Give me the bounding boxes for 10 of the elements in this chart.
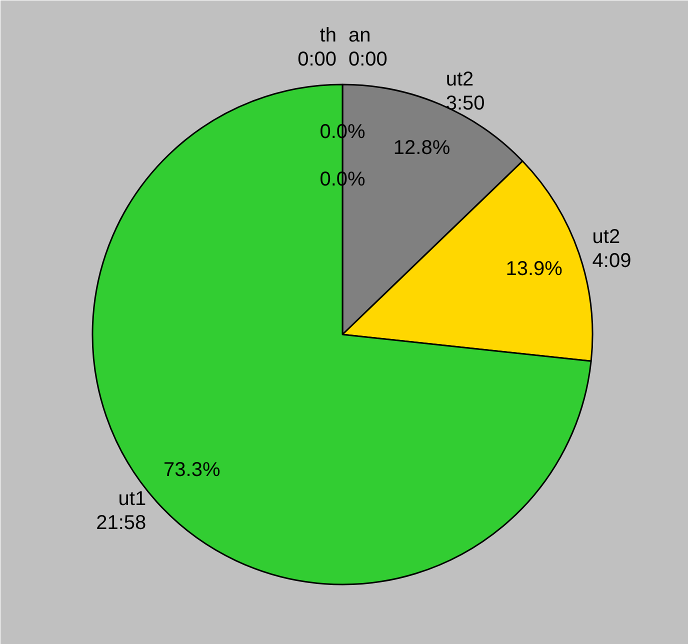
data-label: 12.8% xyxy=(393,137,450,160)
data-label: 73.3% xyxy=(164,458,220,481)
text: 0.0% xyxy=(320,121,366,143)
slice-label: ut1 21:58 xyxy=(96,488,146,534)
slice-label: ut2 3:50 xyxy=(446,68,485,115)
slice-label: ut2 4:09 xyxy=(592,226,632,272)
data-label: 13.9% xyxy=(506,258,563,280)
text: 0.0% xyxy=(320,168,366,190)
category-label: an 0:00 xyxy=(348,24,388,70)
category-label: th 0:00 xyxy=(298,24,337,70)
